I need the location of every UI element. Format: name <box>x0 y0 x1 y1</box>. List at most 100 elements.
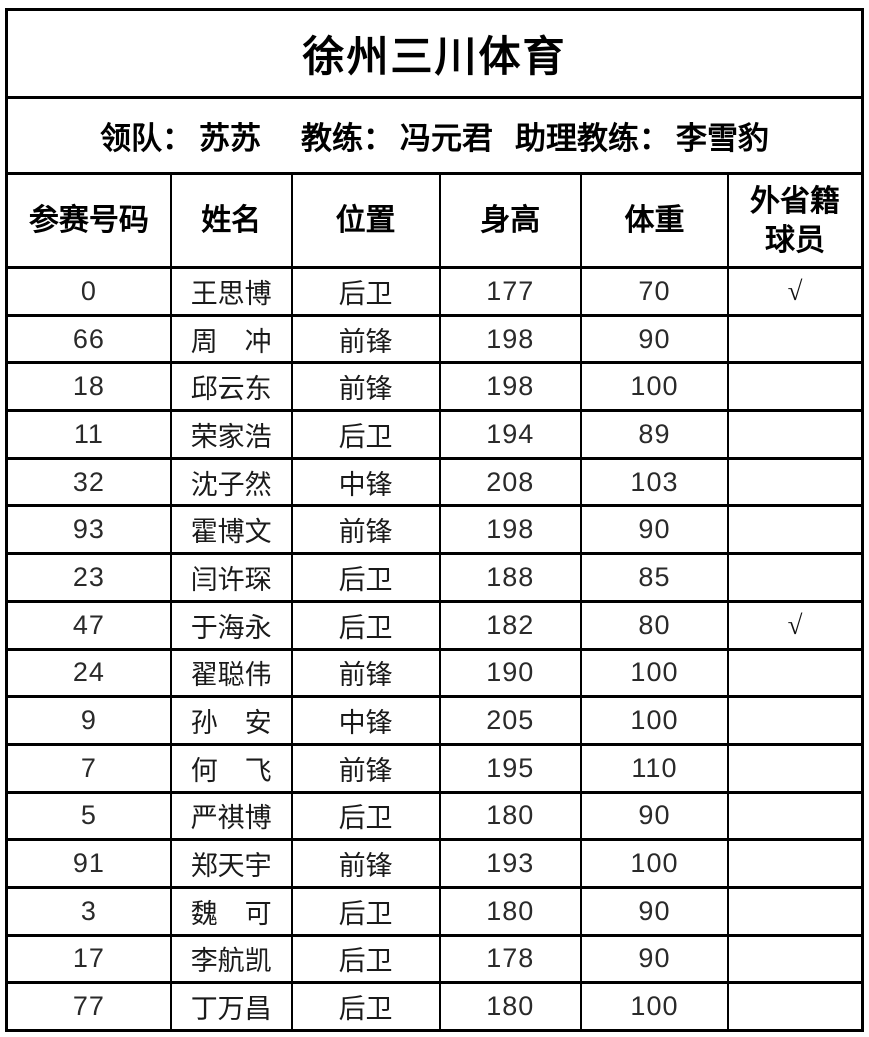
player-number-cell: 17 <box>5 933 172 985</box>
player-position-cell: 前锋 <box>290 313 441 365</box>
table-row: 32 沈子然 中锋 208 103 <box>5 456 864 508</box>
player-name-cell: 霍博文 <box>169 504 293 556</box>
player-position-cell: 中锋 <box>290 456 441 508</box>
player-number-cell: 0 <box>5 266 172 317</box>
player-position-cell: 后卫 <box>290 933 441 985</box>
player-number-cell: 91 <box>5 838 172 889</box>
player-height-cell: 195 <box>438 742 582 794</box>
assistant-coach-name: 李雪豹 <box>676 121 769 156</box>
player-height-cell: 194 <box>438 409 582 460</box>
player-height-cell: 205 <box>438 695 582 746</box>
table-row: 47 于海永 后卫 182 80 √ <box>5 599 864 651</box>
player-position-cell: 后卫 <box>290 266 441 317</box>
player-weight-cell: 85 <box>579 552 730 603</box>
leader-label: 领队： <box>100 121 193 156</box>
out-of-province-mark-cell <box>727 456 864 508</box>
player-weight-cell: 70 <box>579 266 730 317</box>
out-of-province-mark-cell <box>727 695 864 746</box>
player-name-cell: 沈子然 <box>169 456 293 508</box>
player-height-cell: 188 <box>438 552 582 603</box>
table-row: 91 郑天宇 前锋 193 100 <box>5 838 864 889</box>
player-name-cell: 荣家浩 <box>169 409 293 460</box>
table-row: 11 荣家浩 后卫 194 89 <box>5 409 864 460</box>
player-height-cell: 198 <box>438 313 582 365</box>
coach-label: 教练： <box>301 121 394 156</box>
title-row: 徐州三川体育 <box>5 8 864 99</box>
player-number-cell: 66 <box>5 313 172 365</box>
out-of-province-mark-cell: √ <box>727 266 864 317</box>
player-weight-cell: 90 <box>579 885 730 937</box>
out-of-province-mark-cell: √ <box>727 599 864 651</box>
player-position-cell: 前锋 <box>290 504 441 556</box>
player-number-cell: 23 <box>5 552 172 603</box>
player-position-cell: 后卫 <box>290 790 441 842</box>
table-row: 5 严祺博 后卫 180 90 <box>5 790 864 842</box>
col-header-weight: 体重 <box>579 172 730 269</box>
roster-body: 0 王思博 后卫 177 70 √ 66 周 冲前锋 198 90 18 邱云东 前锋 198 100 11 荣… <box>5 266 864 1032</box>
player-weight-cell: 90 <box>579 504 730 556</box>
player-weight-cell: 100 <box>579 361 730 413</box>
col-header-entry-number: 参赛号码 <box>5 172 172 269</box>
player-height-cell: 208 <box>438 456 582 508</box>
table-row: 93 霍博文 前锋 198 90 <box>5 504 864 556</box>
player-height-cell: 190 <box>438 647 582 699</box>
col-header-height: 身高 <box>438 172 582 269</box>
player-name-cell: 丁万昌 <box>169 981 293 1032</box>
out-of-province-mark-cell <box>727 838 864 889</box>
player-height-cell: 193 <box>438 838 582 889</box>
table-row: 23 闫许琛 后卫 188 85 <box>5 552 864 603</box>
player-position-cell: 前锋 <box>290 647 441 699</box>
player-position-cell: 后卫 <box>290 885 441 937</box>
roster-table: 徐州三川体育 领队： 苏苏 教练： 冯元君 助理教练： 李雪豹 参赛号码 姓名 位置 身高… <box>5 8 864 1032</box>
staff-info-cell: 领队： 苏苏 教练： 冯元君 助理教练： 李雪豹 <box>5 96 864 175</box>
player-number-cell: 11 <box>5 409 172 460</box>
out-of-province-mark-cell <box>727 647 864 699</box>
col-header-out-of-province-line2: 球员 <box>765 223 826 257</box>
player-height-cell: 180 <box>438 981 582 1032</box>
player-height-cell: 180 <box>438 790 582 842</box>
player-name-cell: 于海永 <box>169 599 293 651</box>
player-number-cell: 5 <box>5 790 172 842</box>
player-weight-cell: 110 <box>579 742 730 794</box>
col-header-name: 姓名 <box>169 172 293 269</box>
table-row: 18 邱云东 前锋 198 100 <box>5 361 864 413</box>
player-number-cell: 93 <box>5 504 172 556</box>
player-name-cell: 邱云东 <box>169 361 293 413</box>
out-of-province-mark-cell <box>727 313 864 365</box>
player-name-cell: 周 冲 <box>169 313 293 365</box>
player-weight-cell: 100 <box>579 838 730 889</box>
player-name-cell: 孙 安 <box>169 695 293 746</box>
player-name-cell: 严祺博 <box>169 790 293 842</box>
player-height-cell: 182 <box>438 599 582 651</box>
assistant-coach-label: 助理教练： <box>515 121 670 156</box>
player-name-cell: 李航凯 <box>169 933 293 985</box>
player-name-cell: 闫许琛 <box>169 552 293 603</box>
player-name-cell: 魏 可 <box>169 885 293 937</box>
player-name-cell: 翟聪伟 <box>169 647 293 699</box>
col-header-position: 位置 <box>290 172 441 269</box>
player-height-cell: 177 <box>438 266 582 317</box>
player-height-cell: 180 <box>438 885 582 937</box>
player-number-cell: 7 <box>5 742 172 794</box>
staff-info-row: 领队： 苏苏 教练： 冯元君 助理教练： 李雪豹 <box>5 96 864 175</box>
player-number-cell: 32 <box>5 456 172 508</box>
player-weight-cell: 100 <box>579 981 730 1032</box>
player-name-cell: 郑天宇 <box>169 838 293 889</box>
out-of-province-mark-cell <box>727 552 864 603</box>
out-of-province-mark-cell <box>727 361 864 413</box>
player-weight-cell: 90 <box>579 933 730 985</box>
out-of-province-mark-cell <box>727 885 864 937</box>
player-position-cell: 前锋 <box>290 361 441 413</box>
player-height-cell: 198 <box>438 504 582 556</box>
player-height-cell: 178 <box>438 933 582 985</box>
player-number-cell: 3 <box>5 885 172 937</box>
player-number-cell: 47 <box>5 599 172 651</box>
player-weight-cell: 100 <box>579 695 730 746</box>
player-name-cell: 何 飞 <box>169 742 293 794</box>
out-of-province-mark-cell <box>727 409 864 460</box>
player-position-cell: 前锋 <box>290 742 441 794</box>
team-title: 徐州三川体育 <box>5 8 864 99</box>
